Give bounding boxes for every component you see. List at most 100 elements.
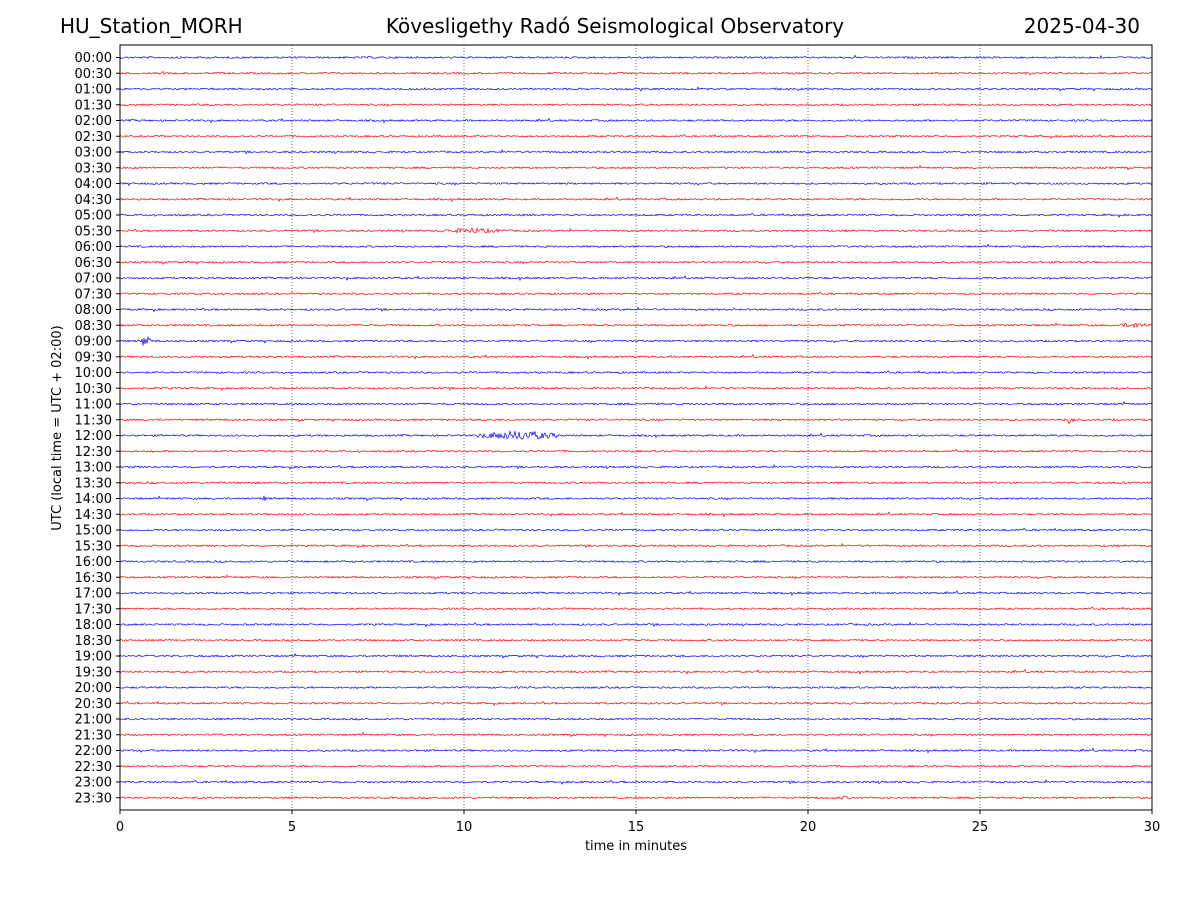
trace-2300 — [119, 778, 1153, 785]
y-tick-label-0830: 08:30 — [75, 319, 112, 334]
trace-0300 — [119, 148, 1153, 155]
y-tick-label-1030: 10:30 — [75, 382, 112, 397]
y-tick-label-0000: 00:00 — [75, 51, 112, 66]
trace-1830 — [119, 638, 1153, 642]
trace-0400 — [119, 181, 1153, 187]
trace-1500 — [119, 527, 1153, 532]
y-tick-label-0500: 05:00 — [75, 209, 112, 224]
y-tick-label-1430: 14:30 — [75, 508, 112, 523]
x-tick-label-0: 0 — [116, 820, 124, 835]
y-tick-label-1330: 13:30 — [75, 476, 112, 491]
trace-1000 — [119, 370, 1153, 375]
x-tick-label-25: 25 — [972, 820, 989, 835]
trace-0100 — [119, 86, 1153, 92]
x-axis-ticks: 0 5 10 15 20 25 30 — [116, 810, 1160, 835]
y-tick-label-1500: 15:00 — [75, 524, 112, 539]
y-tick-label-1400: 14:00 — [75, 492, 112, 507]
y-tick-label-0100: 01:00 — [75, 83, 112, 98]
trace-0800 — [119, 306, 1153, 313]
y-tick-label-1100: 11:00 — [75, 398, 112, 413]
trace-1800 — [119, 621, 1153, 628]
trace-0900 — [119, 335, 1153, 346]
y-tick-label-0230: 02:30 — [75, 130, 112, 145]
trace-0930 — [119, 353, 1153, 360]
x-tick-label-20: 20 — [800, 820, 817, 835]
y-tick-label-2030: 20:30 — [75, 697, 112, 712]
y-tick-label-2300: 23:00 — [75, 776, 112, 791]
trace-0330 — [119, 164, 1153, 171]
y-tick-label-1230: 12:30 — [75, 445, 112, 460]
y-tick-label-2000: 20:00 — [75, 681, 112, 696]
trace-1530 — [119, 542, 1153, 549]
y-tick-label-0630: 06:30 — [75, 256, 112, 271]
y-tick-label-2100: 21:00 — [75, 713, 112, 728]
trace-0530 — [119, 227, 1153, 235]
trace-0030 — [119, 70, 1153, 76]
trace-0830 — [119, 322, 1153, 329]
trace-1730 — [119, 606, 1153, 611]
y-tick-label-0130: 01:30 — [75, 98, 112, 113]
y-tick-label-1530: 15:30 — [75, 539, 112, 554]
chart-title: Kövesligethy Radó Seismological Observat… — [385, 14, 845, 38]
trace-1030 — [119, 385, 1153, 392]
y-tick-label-1600: 16:00 — [75, 555, 112, 570]
y-tick-label-0030: 00:30 — [75, 67, 112, 82]
y-tick-label-1130: 11:30 — [75, 413, 112, 428]
trace-0700 — [119, 275, 1153, 282]
trace-1130 — [119, 418, 1153, 425]
x-tick-label-30: 30 — [1144, 820, 1161, 835]
x-tick-label-15: 15 — [628, 820, 645, 835]
x-tick-label-5: 5 — [288, 820, 296, 835]
y-tick-label-1630: 16:30 — [75, 571, 112, 586]
trace-1700 — [119, 590, 1153, 597]
trace-0630 — [119, 260, 1153, 265]
trace-0500 — [119, 212, 1153, 218]
y-tick-label-2200: 22:00 — [75, 744, 112, 759]
trace-1630 — [119, 574, 1153, 580]
trace-0230 — [119, 133, 1153, 140]
y-tick-label-1930: 19:30 — [75, 665, 112, 680]
trace-group — [119, 54, 1153, 801]
trace-1400 — [119, 495, 1153, 502]
trace-1330 — [119, 481, 1153, 485]
y-axis-ticks: 00:0000:3001:0001:3002:0002:3003:0003:30… — [75, 51, 120, 806]
trace-0730 — [119, 291, 1153, 296]
y-tick-label-2330: 23:30 — [75, 791, 112, 806]
x-tick-label-10: 10 — [456, 820, 473, 835]
station-name: HU_Station_MORH — [60, 14, 243, 38]
trace-0600 — [119, 243, 1153, 249]
trace-2030 — [119, 700, 1153, 707]
trace-1100 — [119, 401, 1153, 406]
y-tick-label-0700: 07:00 — [75, 272, 112, 287]
y-tick-label-0400: 04:00 — [75, 177, 112, 192]
grid-lines — [291, 45, 981, 810]
y-tick-label-2230: 22:30 — [75, 760, 112, 775]
y-tick-label-1200: 12:00 — [75, 429, 112, 444]
y-tick-label-0730: 07:30 — [75, 287, 112, 302]
y-tick-label-0800: 08:00 — [75, 303, 112, 318]
trace-2130 — [119, 731, 1153, 738]
trace-1600 — [119, 559, 1153, 564]
trace-2330 — [119, 795, 1153, 801]
trace-2230 — [119, 764, 1153, 769]
trace-1300 — [119, 463, 1153, 470]
y-tick-label-0600: 06:00 — [75, 240, 112, 255]
y-tick-label-0900: 09:00 — [75, 335, 112, 350]
trace-0200 — [119, 117, 1153, 124]
x-axis-label: time in minutes — [585, 839, 687, 854]
chart-date: 2025-04-30 — [1023, 14, 1140, 38]
y-tick-label-0430: 04:30 — [75, 193, 112, 208]
y-tick-label-1300: 13:00 — [75, 461, 112, 476]
y-tick-label-0200: 02:00 — [75, 114, 112, 129]
y-tick-label-1830: 18:30 — [75, 634, 112, 649]
trace-2200 — [119, 747, 1153, 754]
trace-1930 — [119, 668, 1153, 675]
trace-0130 — [119, 103, 1153, 107]
trace-1900 — [119, 653, 1153, 659]
y-tick-label-0930: 09:30 — [75, 350, 112, 365]
y-tick-label-1000: 10:00 — [75, 366, 112, 381]
y-tick-label-0300: 03:00 — [75, 146, 112, 161]
trace-1230 — [119, 448, 1153, 454]
trace-1430 — [119, 511, 1153, 518]
